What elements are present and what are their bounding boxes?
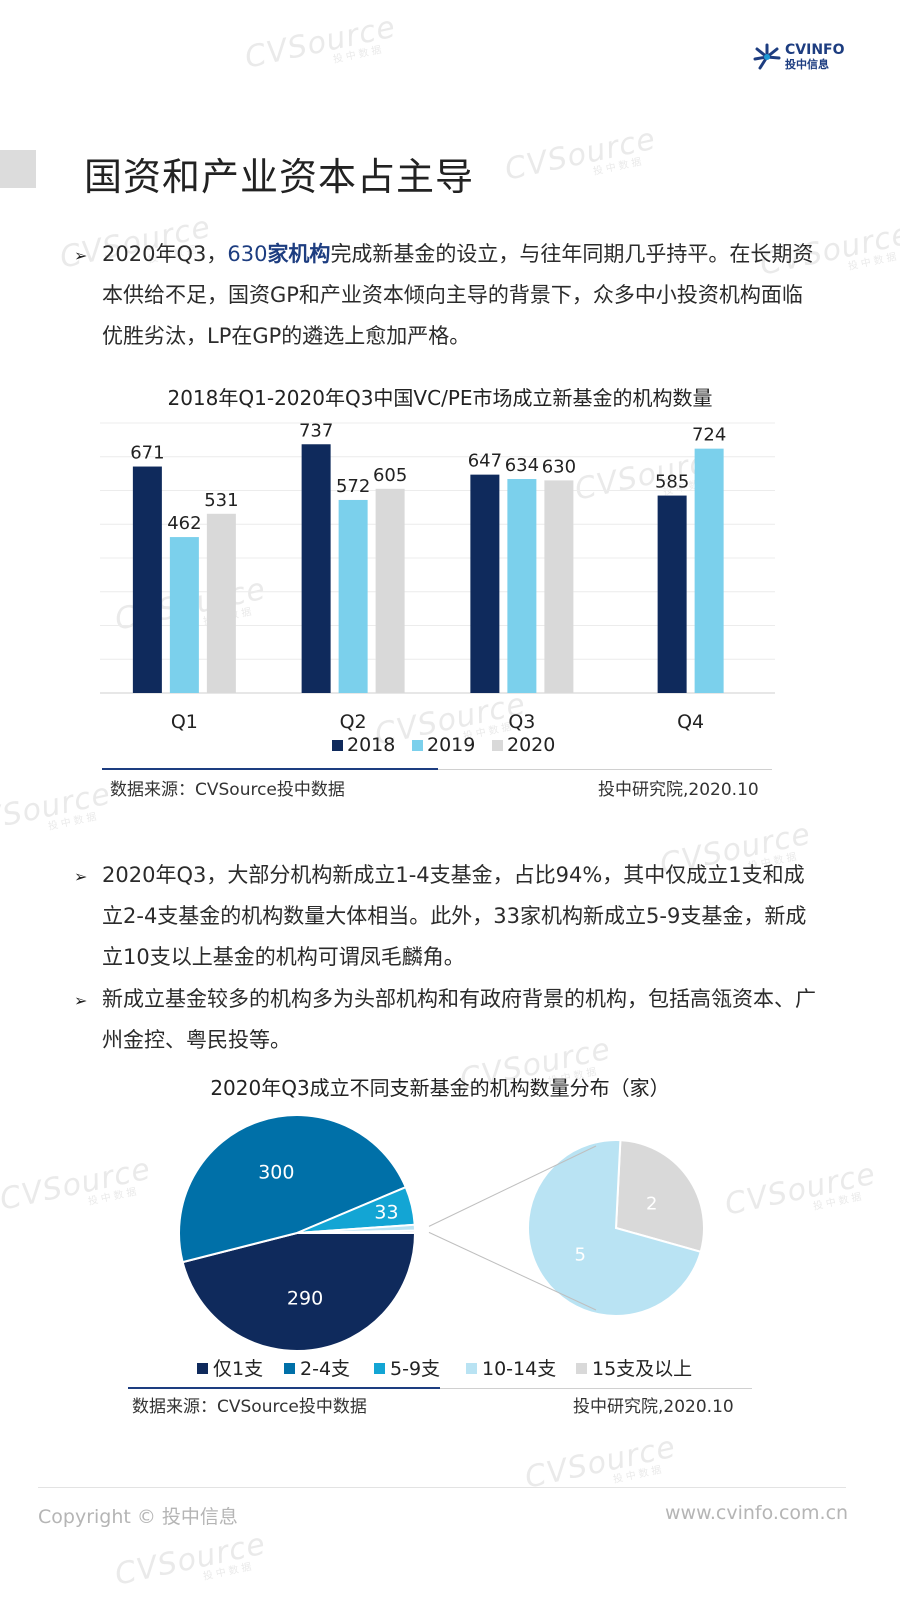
para1-rest: 完成新基金的设立，与往年同期几乎持平。在长期资本供给不足，国资GP和产业资本倾向… [102,242,814,348]
source-left: 数据来源：CVSource投中数据 [110,780,345,800]
bar-data-label: 462 [167,513,201,534]
pie-data-label: 33 [374,1202,398,1224]
legend-swatch [197,1363,208,1374]
pie-slice [181,1232,417,1352]
legend-label: 2019 [427,734,475,756]
bullet-icon: ➢ [74,867,88,886]
para1-highlight-num: 630 [227,242,268,266]
bar-data-label: 585 [655,472,689,493]
paragraph-2: 2020年Q3，大部分机构新成立1-4支基金，占比94%，其中仅成立1支和成立2… [102,863,807,969]
para1-lead: 2020年Q3， [102,242,228,266]
bar-data-label: 572 [336,476,370,497]
bar-chart-title: 2018年Q1-2020年Q3中国VC/PE市场成立新基金的机构数量 [167,386,713,410]
bar-data-label: 724 [692,425,726,446]
x-tick-label: Q3 [508,711,535,733]
bar-data-label: 634 [505,455,539,476]
legend-label: 15支及以上 [592,1358,692,1380]
page-title: 国资和产业资本占主导 [84,155,475,199]
bar [169,537,199,693]
footer-url[interactable]: www.cvinfo.com.cn [665,1502,849,1524]
legend-swatch [576,1363,587,1374]
breakout-slice [614,1139,705,1254]
bar-data-label: 630 [542,456,576,477]
bar [132,466,162,693]
bar-data-label: 671 [130,443,164,464]
pie-slice [178,1114,408,1264]
connector-line [428,1145,597,1227]
breakout-slice [527,1139,702,1317]
source-line-accent [128,1387,440,1389]
x-tick-label: Q2 [340,711,367,733]
footer-copyright: Copyright © 投中信息 [38,1506,238,1528]
bar [375,488,405,693]
bar [694,448,724,693]
x-tick-label: Q1 [171,711,198,733]
legend-label: 2020 [507,734,555,756]
legend-label: 5-9支 [390,1358,440,1380]
source-line [440,1388,752,1389]
pie-slice [296,1229,417,1234]
title-accent-bar [0,150,36,188]
bar-data-label: 605 [373,465,407,486]
logo-brand: CVINFO [785,42,845,58]
x-tick-label: Q4 [677,711,704,733]
bar [206,513,236,693]
legend-swatch [284,1363,295,1374]
breakout-data-label: 2 [646,1193,657,1214]
logo-mark-icon [753,43,781,70]
bar [470,474,500,693]
source-right: 投中研究院,2020.10 [598,780,759,800]
breakout-data-label: 5 [575,1245,586,1266]
bar [507,479,537,693]
source-left: 数据来源：CVSource投中数据 [132,1397,367,1417]
connector-line [428,1231,597,1311]
legend-swatch [492,740,503,751]
bar [657,495,687,693]
paragraph-1: 2020年Q3，630家机构完成新基金的设立，与往年同期几乎持平。在长期资本供给… [102,234,822,357]
bar-data-label: 737 [299,420,333,441]
logo-sub: 投中信息 [785,58,829,71]
paragraph-3: 新成立基金较多的机构多为头部机构和有政府背景的机构，包括高瓴资本、广州金控、粤民… [102,987,816,1052]
source-right: 投中研究院,2020.10 [573,1397,734,1417]
legend-label: 2-4支 [300,1358,350,1380]
bullet-icon: ➢ [74,246,88,265]
pie-data-label: 290 [287,1287,323,1309]
source-line [438,769,772,770]
para1-highlight-bold: 家机构 [267,242,331,266]
logo: CVINFO 投中信息 [752,40,852,74]
footer-divider [38,1487,846,1488]
pie-chart: 290 300 33 5 2 仅1支 2-4支 5-9支 10-14支 15支及以上 [178,1114,705,1380]
pie-chart-title: 2020年Q3成立不同支新基金的机构数量分布（家） [210,1076,670,1100]
bar-data-label: 531 [204,490,238,511]
source-line-accent [102,768,438,770]
legend-label: 10-14支 [482,1358,556,1380]
bar [301,444,331,693]
bullet-icon: ➢ [74,991,88,1010]
bar-data-label: 647 [468,451,502,472]
bar [338,499,368,693]
legend-swatch [332,740,343,751]
pie-data-label: 300 [258,1161,294,1183]
legend-swatch [374,1363,385,1374]
legend-label: 仅1支 [213,1358,263,1380]
legend-label: 2018 [347,734,395,756]
bar [544,480,574,693]
legend-swatch [412,740,423,751]
legend-swatch [466,1363,477,1374]
